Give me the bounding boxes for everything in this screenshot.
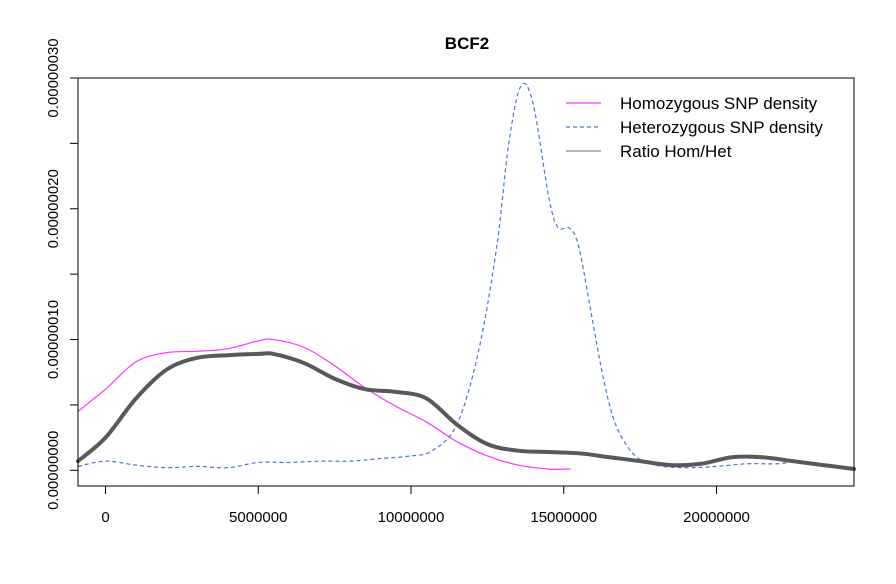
x-axis: 0 5000000 10000000 15000000 20000000 (101, 485, 750, 526)
x-tick-label: 15000000 (530, 509, 597, 526)
y-tick-label: 0.00000010 (45, 300, 62, 379)
legend-label-3: Ratio Hom/Het (620, 142, 732, 161)
legend: Homozygous SNP density Heterozygous SNP d… (566, 94, 823, 161)
y-tick-label: 0.00000000 (45, 431, 62, 510)
x-tick-label: 0 (101, 509, 109, 526)
series-line-1 (77, 338, 571, 470)
y-axis: 0.00000000 0.00000010 0.00000020 0.00000030 (45, 38, 79, 510)
chart-title: BCF2 (445, 34, 489, 53)
x-tick-label: 10000000 (378, 509, 445, 526)
plot-lines (76, 82, 856, 471)
y-tick-label: 0.00000030 (45, 38, 62, 117)
legend-label-1: Homozygous SNP density (620, 94, 818, 113)
x-tick-label: 20000000 (683, 509, 750, 526)
legend-label-2: Heterozygous SNP density (620, 118, 823, 137)
x-tick-label: 5000000 (229, 509, 287, 526)
series-line-3 (76, 351, 856, 471)
plot-frame (77, 77, 855, 487)
y-tick-label: 0.00000020 (45, 169, 62, 248)
